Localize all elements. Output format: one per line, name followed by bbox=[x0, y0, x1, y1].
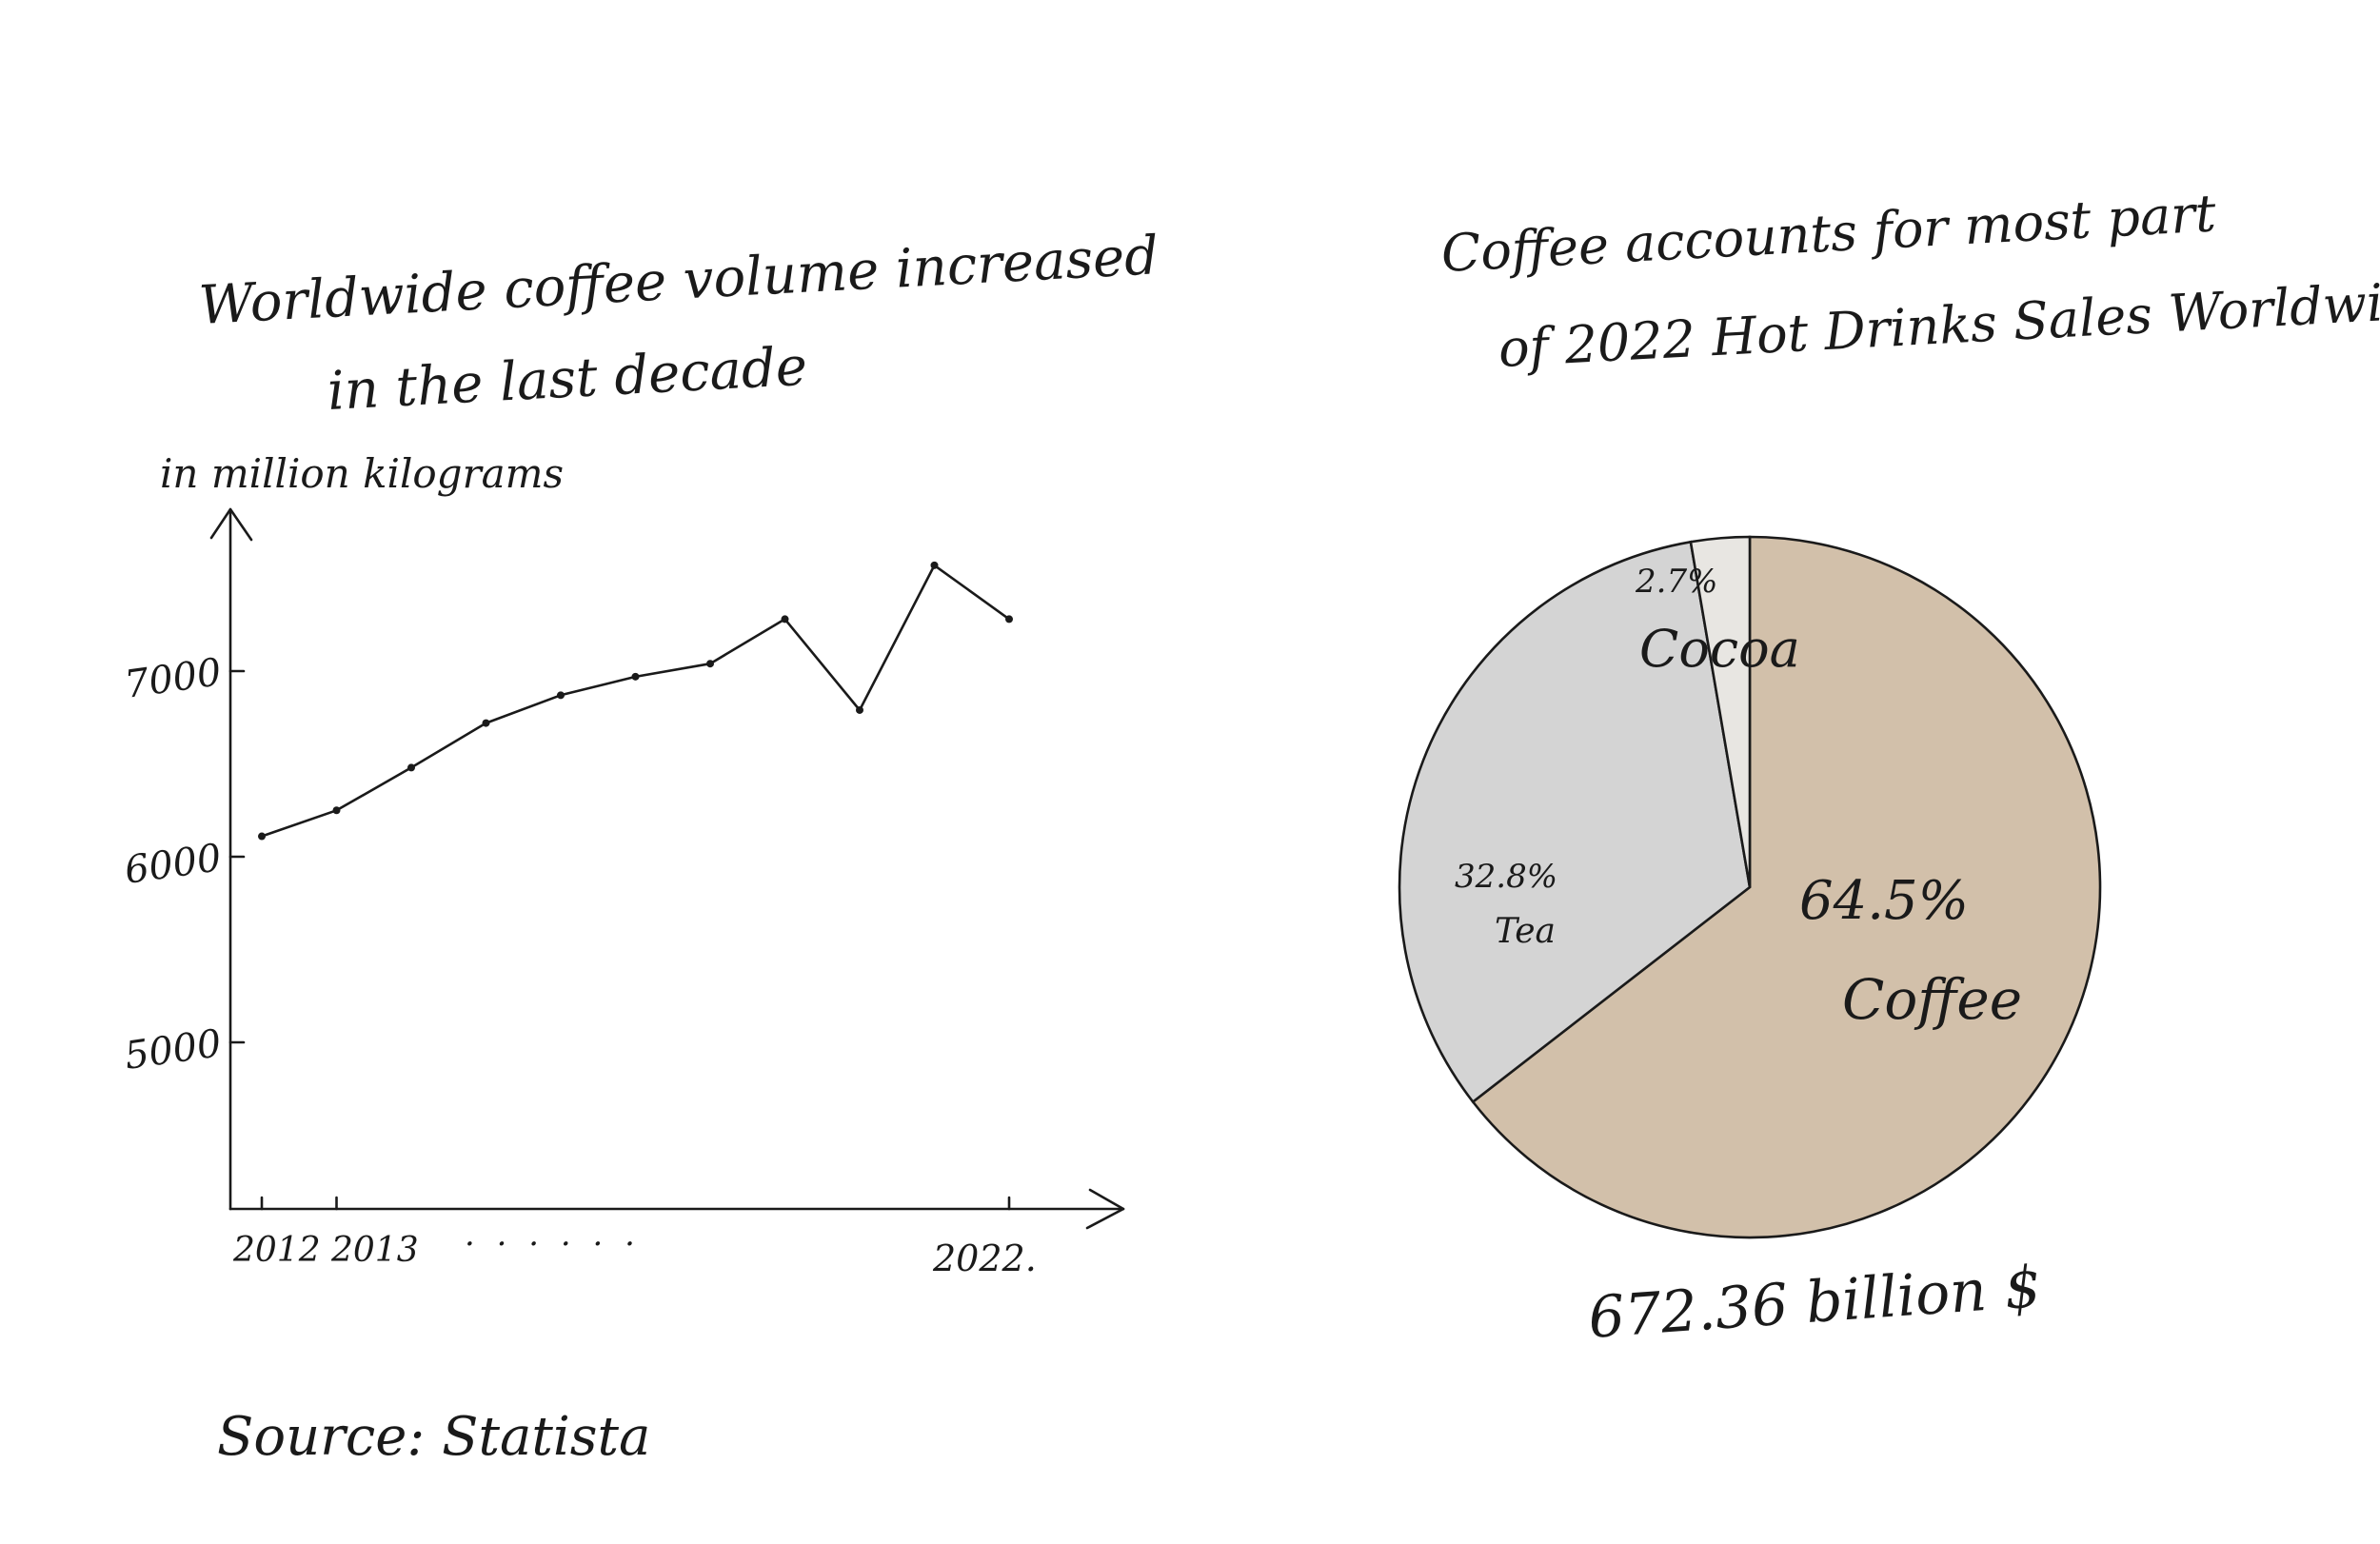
source-text: Source: Statista bbox=[217, 1406, 650, 1468]
pie-percent-label-tea: 32.8% bbox=[1455, 858, 1557, 896]
line-point bbox=[1005, 615, 1013, 624]
line-chart-title-line2: in the last decade bbox=[326, 336, 808, 423]
line-chart: Worldwide coffee volume increased in the… bbox=[122, 225, 1160, 1279]
pie-total-text: 672.36 billion $ bbox=[1586, 1254, 2043, 1352]
line-series bbox=[261, 564, 1010, 838]
x-tick-label: 2012 bbox=[232, 1231, 321, 1270]
pie-slices bbox=[1398, 535, 2102, 1239]
pie-chart-title-line2: of 2022 Hot Drinks Sales Worldwide bbox=[1497, 269, 2380, 379]
x-tick-label: 2013 bbox=[330, 1231, 419, 1270]
pie-slice-label-cocoa: Cocoa bbox=[1639, 619, 1800, 679]
x-tick-label: 2022. bbox=[932, 1237, 1037, 1279]
pie-percent-label-cocoa: 2.7% bbox=[1635, 563, 1717, 601]
pie-chart-title-line1: Coffee accounts for most part bbox=[1439, 183, 2217, 284]
pie-slice-tea bbox=[1398, 540, 1752, 1104]
y-tick-label: 6000 bbox=[122, 836, 224, 893]
x-axis-arrow bbox=[1085, 1188, 1125, 1230]
line-point bbox=[781, 615, 789, 624]
line-points bbox=[258, 561, 1013, 841]
pie-labels: 64.5% Coffee 32.8% Tea 2.7% Cocoa bbox=[1455, 563, 2022, 1032]
line-point bbox=[706, 660, 714, 668]
line-point bbox=[332, 806, 341, 815]
pie-percent-label-coffee: 64.5% bbox=[1799, 870, 1969, 932]
line-point bbox=[258, 832, 266, 841]
line-point bbox=[557, 691, 565, 700]
pie-slice-coffee bbox=[1471, 535, 2102, 1239]
pie-slice-label-tea: Tea bbox=[1495, 912, 1556, 951]
line-point bbox=[856, 705, 863, 714]
y-tick-label: 5000 bbox=[122, 1021, 224, 1079]
pie-slice-label-coffee: Coffee bbox=[1842, 967, 2022, 1032]
line-chart-x-ticks: 2012 2013 · · · · · · 2022. bbox=[232, 1196, 1037, 1279]
pie-chart: Coffee accounts for most part of 2022 Ho… bbox=[1398, 183, 2380, 1352]
line-chart-axes bbox=[209, 507, 1125, 1230]
x-tick-label: · · · · · · bbox=[465, 1225, 641, 1263]
line-point bbox=[482, 719, 490, 727]
pie-slice-cocoa bbox=[1689, 535, 1752, 888]
line-chart-title-line1: Worldwide coffee volume increased bbox=[197, 225, 1160, 337]
y-tick-label: 7000 bbox=[122, 650, 224, 707]
line-point bbox=[407, 763, 415, 772]
line-chart-y-axis-label: in million kilograms bbox=[160, 450, 564, 497]
line-chart-y-ticks: 5000 6000 7000 bbox=[122, 650, 246, 1079]
line-point bbox=[930, 561, 939, 569]
line-point bbox=[631, 672, 640, 681]
y-axis-arrow bbox=[209, 507, 253, 542]
